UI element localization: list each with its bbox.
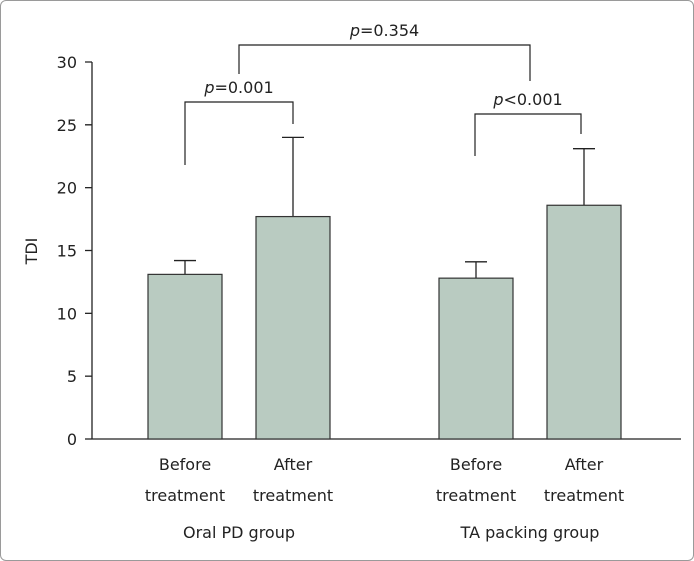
y-tick-label: 30 xyxy=(57,53,77,72)
significance-label: p=0.354 xyxy=(349,21,419,40)
x-tick-label: Before xyxy=(159,455,211,474)
x-tick-label: After xyxy=(565,455,604,474)
y-tick-label: 15 xyxy=(57,242,77,261)
x-tick-label: After xyxy=(274,455,313,474)
bar xyxy=(438,277,514,440)
y-tick-label: 0 xyxy=(67,430,77,449)
significance-bracket xyxy=(238,44,531,81)
significance-label: p=0.001 xyxy=(203,78,273,97)
y-axis-label: TDI xyxy=(22,238,41,266)
y-tick-label: 5 xyxy=(67,367,77,386)
y-tick-label: 10 xyxy=(57,304,77,323)
significance-bracket xyxy=(184,101,294,165)
x-tick-label: Before xyxy=(450,455,502,474)
group-label: TA packing group xyxy=(460,523,600,542)
bar xyxy=(546,204,622,440)
y-tick-label: 25 xyxy=(57,116,77,135)
x-tick-label: treatment xyxy=(253,486,333,505)
significance-label: p<0.001 xyxy=(492,90,562,109)
x-tick-label: treatment xyxy=(544,486,624,505)
bar xyxy=(147,273,223,440)
significance-bracket xyxy=(474,113,582,156)
x-tick-label: treatment xyxy=(145,486,225,505)
group-label: Oral PD group xyxy=(183,523,295,542)
x-tick-label: treatment xyxy=(436,486,516,505)
y-tick-label: 20 xyxy=(57,179,77,198)
bar xyxy=(255,215,331,440)
